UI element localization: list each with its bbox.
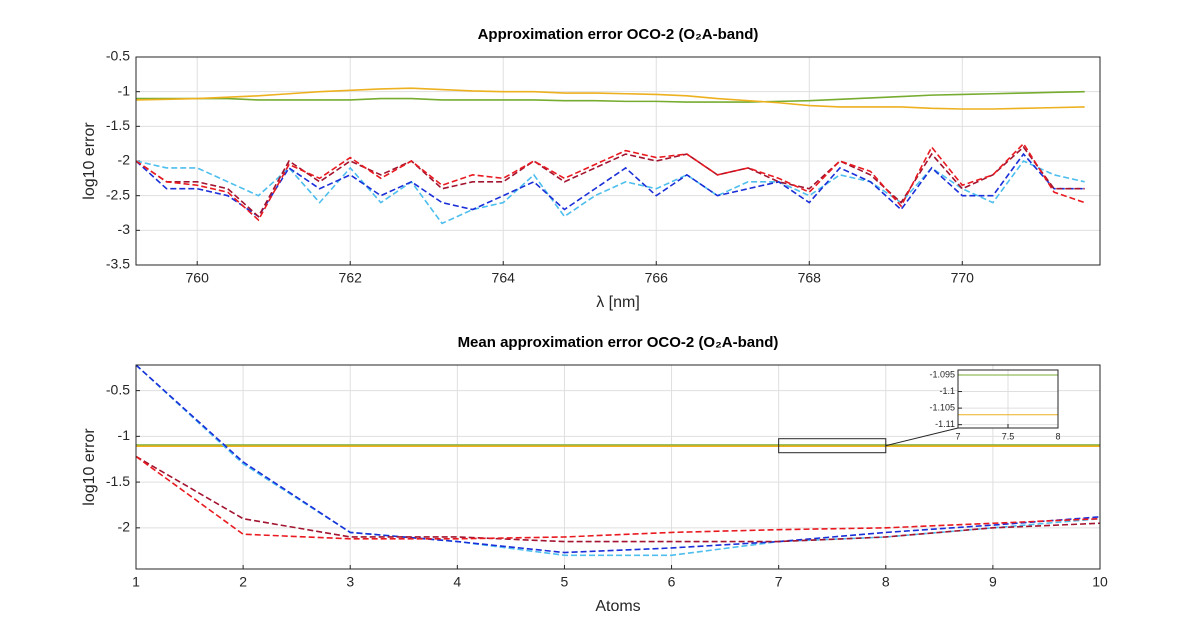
y-tick-label: -3 bbox=[118, 221, 131, 237]
y-tick-label: -1.105 bbox=[929, 402, 955, 412]
y-tick-label: -1 bbox=[118, 427, 131, 443]
y-axis-label: log10 error bbox=[81, 428, 98, 506]
plot-area bbox=[136, 365, 1100, 569]
x-tick-label: 770 bbox=[951, 270, 975, 286]
x-axis-label: Atoms bbox=[595, 598, 640, 615]
chart-title: Mean approximation error OCO-2 (O₂A-band… bbox=[458, 334, 779, 351]
x-tick-label: 7.5 bbox=[1002, 431, 1015, 441]
axes-box bbox=[135, 364, 1101, 570]
chart-title: Approximation error OCO-2 (O₂A-band) bbox=[478, 26, 759, 43]
x-tick-label: 3 bbox=[346, 574, 354, 590]
y-tick-label: -1.5 bbox=[106, 117, 130, 133]
y-tick-label: -2 bbox=[118, 152, 131, 168]
x-tick-label: 5 bbox=[561, 574, 569, 590]
y-tick-label: -0.5 bbox=[106, 381, 130, 397]
x-tick-label: 764 bbox=[492, 270, 516, 286]
x-tick-label: 7 bbox=[775, 574, 783, 590]
series-line bbox=[136, 90, 1085, 103]
axes-box bbox=[957, 369, 1059, 429]
y-tick-label: -1 bbox=[118, 82, 131, 98]
x-tick-label: 10 bbox=[1092, 574, 1108, 590]
y-tick-label: -1.11 bbox=[935, 419, 955, 429]
y-tick-label: -2 bbox=[118, 519, 131, 535]
y-tick-label: -1.1 bbox=[939, 386, 955, 396]
x-tick-label: 6 bbox=[668, 574, 676, 590]
x-tick-label: 760 bbox=[186, 270, 210, 286]
y-tick-label: -2.5 bbox=[106, 186, 130, 202]
zoom-connector bbox=[885, 427, 959, 447]
y-axis-label: log10 error bbox=[81, 122, 98, 200]
x-tick-label: 766 bbox=[645, 270, 669, 286]
x-tick-label: 4 bbox=[453, 574, 461, 590]
x-axis-label: λ [nm] bbox=[596, 294, 640, 311]
series-line bbox=[135, 145, 1085, 218]
x-tick-label: 8 bbox=[1055, 431, 1060, 441]
x-tick-label: 2 bbox=[239, 574, 247, 590]
y-tick-label: -0.5 bbox=[106, 48, 130, 64]
x-tick-label: 1 bbox=[132, 574, 140, 590]
series-line bbox=[135, 455, 1101, 543]
y-tick-label: -3.5 bbox=[106, 256, 130, 272]
x-tick-label: 9 bbox=[989, 574, 997, 590]
x-tick-label: 7 bbox=[955, 431, 960, 441]
y-tick-label: -1.095 bbox=[929, 369, 955, 379]
series-line bbox=[135, 142, 1085, 222]
y-tick-label: -1.5 bbox=[106, 473, 130, 489]
series-line bbox=[135, 87, 1085, 110]
x-tick-label: 768 bbox=[798, 270, 822, 286]
series-line bbox=[135, 364, 1101, 554]
axes-box bbox=[135, 56, 1101, 266]
series-line bbox=[135, 455, 1101, 540]
x-tick-label: 8 bbox=[882, 574, 890, 590]
series-line bbox=[135, 152, 1085, 218]
x-tick-label: 762 bbox=[339, 270, 363, 286]
